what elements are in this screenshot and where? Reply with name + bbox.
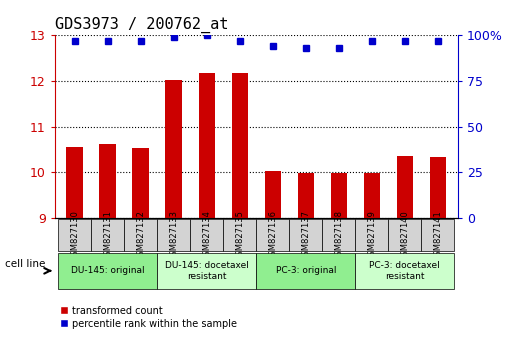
Text: GSM827138: GSM827138 [334,210,343,261]
Bar [165,80,182,218]
Text: PC-3: original: PC-3: original [276,266,336,275]
Bar [66,147,83,218]
Bar [429,157,446,218]
Text: GSM827131: GSM827131 [103,210,112,261]
Bar [58,219,91,251]
Text: GSM827137: GSM827137 [301,210,310,261]
Bar [422,219,454,251]
Text: PC-3: docetaxel
resistant: PC-3: docetaxel resistant [369,261,440,280]
Text: DU-145: original: DU-145: original [71,266,144,275]
Text: GSM827139: GSM827139 [367,210,377,261]
Bar [396,156,413,218]
Bar [91,219,124,251]
Bar [298,173,314,218]
Bar [232,73,248,218]
Bar [256,253,355,289]
Bar [256,219,289,251]
Text: GSM827134: GSM827134 [202,210,211,261]
Bar [289,219,322,251]
Text: GSM827140: GSM827140 [400,210,410,261]
Bar [132,148,149,218]
Text: GSM827135: GSM827135 [235,210,244,261]
Bar [157,253,256,289]
Bar [190,219,223,251]
Text: GSM827136: GSM827136 [268,210,277,261]
Bar [355,219,388,251]
Bar [99,144,116,218]
Text: GSM827132: GSM827132 [136,210,145,261]
Text: GSM827141: GSM827141 [434,210,442,261]
Legend: transformed count, percentile rank within the sample: transformed count, percentile rank withi… [60,306,237,329]
Bar [363,173,380,218]
Bar [355,253,454,289]
Text: DU-145: docetaxel
resistant: DU-145: docetaxel resistant [165,261,249,280]
Bar [58,253,157,289]
Bar [265,171,281,218]
Bar [223,219,256,251]
Text: cell line: cell line [5,259,46,269]
Bar [388,219,422,251]
Text: GSM827133: GSM827133 [169,210,178,261]
Bar [157,219,190,251]
Bar [322,219,355,251]
Bar [199,73,215,218]
Bar [124,219,157,251]
Text: GSM827130: GSM827130 [70,210,79,261]
Text: GDS3973 / 200762_at: GDS3973 / 200762_at [55,16,229,33]
Bar [331,173,347,218]
